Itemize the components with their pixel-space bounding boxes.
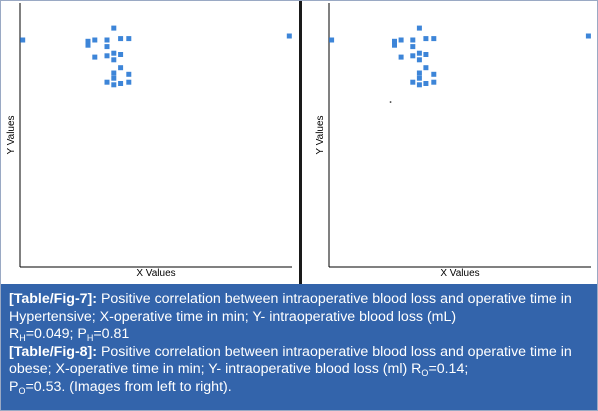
- fig-7-r-symbol: R: [9, 326, 20, 343]
- fig-8-description: Positive correlation between intraoperat…: [9, 343, 572, 378]
- data-point: [126, 79, 132, 85]
- fig-7-p-subscript: H: [86, 333, 94, 344]
- data-point: [431, 36, 437, 42]
- right-scatter-panel: X Values Y Values: [302, 1, 597, 284]
- data-point: [92, 37, 98, 43]
- fig-7-r-value: =0.049; P: [25, 326, 87, 343]
- data-point: [410, 53, 416, 59]
- data-point: [423, 81, 429, 86]
- left-scatter-panel: X Values Y Values: [1, 1, 299, 284]
- fig-8-p-value: =0.53. (Images from left to right).: [25, 378, 232, 395]
- fig-8-r-value: =0.14;: [428, 361, 469, 378]
- data-point: [585, 33, 591, 39]
- y-axis-label: Y Values: [6, 115, 17, 154]
- fig-8-reference: [Table/Fig-8]:: [9, 343, 98, 360]
- fig-8-p-subscript: O: [18, 385, 26, 396]
- data-point: [111, 70, 117, 76]
- data-point: [431, 79, 437, 85]
- data-point: [423, 52, 429, 57]
- data-point: [392, 38, 397, 44]
- data-point: [410, 44, 416, 50]
- data-point: [423, 36, 429, 42]
- data-point: [416, 75, 422, 81]
- data-point: [85, 42, 91, 48]
- data-point: [126, 36, 132, 42]
- caption-fig-7: [Table/Fig-7]: Positive correlation betw…: [9, 291, 591, 344]
- data-point: [416, 70, 422, 76]
- data-point: [85, 38, 91, 44]
- data-point: [104, 79, 110, 85]
- caption-fig-8: [Table/Fig-8]: Positive correlation betw…: [9, 344, 591, 397]
- data-point: [111, 82, 117, 88]
- data-point: [389, 101, 392, 103]
- data-point: [416, 25, 422, 31]
- panel-divider: [299, 1, 302, 284]
- data-point: [104, 53, 110, 59]
- y-axis-label: Y Values: [315, 115, 326, 154]
- data-point: [416, 82, 422, 88]
- data-point: [118, 81, 124, 86]
- fig-7-description: Positive correlation between intraoperat…: [9, 291, 572, 325]
- data-point: [431, 71, 437, 77]
- fig-7-r-subscript: H: [19, 333, 26, 344]
- fig-8-p-symbol: P: [9, 378, 19, 395]
- figure-caption: [Table/Fig-7]: Positive correlation betw…: [1, 284, 597, 410]
- fig-7-p-value: =0.81: [93, 326, 130, 343]
- fig-7-reference: [Table/Fig-7]:: [9, 291, 98, 307]
- data-point: [286, 33, 292, 39]
- data-point: [398, 54, 404, 60]
- data-point: [118, 65, 124, 71]
- data-point: [392, 42, 397, 48]
- data-point: [416, 50, 422, 56]
- fig-8-r-subscript: O: [421, 368, 429, 379]
- right-scatter-chart: X Values Y Values: [315, 3, 591, 279]
- data-point: [329, 37, 335, 43]
- data-point: [104, 44, 110, 50]
- data-point: [398, 37, 404, 43]
- data-point: [104, 37, 110, 43]
- data-point: [423, 65, 429, 71]
- left-scatter-chart: X Values Y Values: [6, 3, 292, 279]
- data-point: [111, 57, 117, 63]
- data-point: [111, 25, 117, 31]
- data-point: [410, 37, 416, 43]
- data-point: [92, 54, 98, 60]
- data-point: [118, 36, 124, 42]
- data-point: [111, 50, 117, 56]
- data-point: [410, 79, 416, 85]
- data-point: [111, 75, 117, 81]
- data-point: [20, 37, 26, 43]
- x-axis-label: X Values: [440, 268, 479, 279]
- x-axis-label: X Values: [136, 268, 175, 279]
- data-point: [126, 71, 132, 77]
- data-point: [416, 57, 422, 63]
- data-point: [118, 52, 124, 57]
